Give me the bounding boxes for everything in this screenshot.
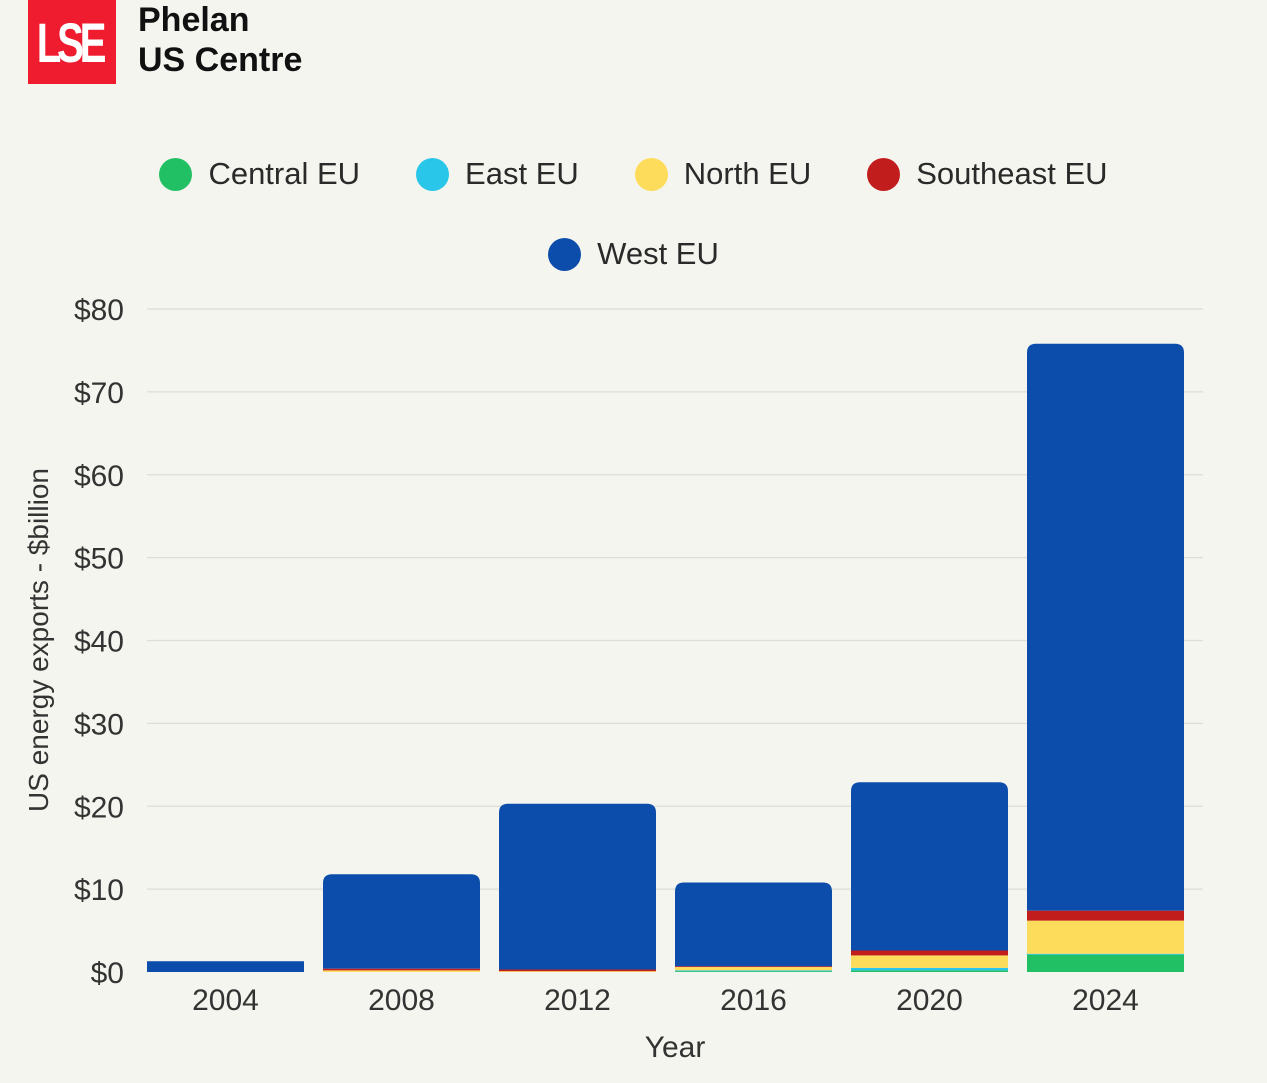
legend-swatch-west-eu <box>548 237 582 271</box>
legend-item-west-eu[interactable]: West EU <box>548 232 719 276</box>
legend-label: Southeast EU <box>916 156 1108 191</box>
x-tick-label: 2004 <box>192 984 259 1017</box>
bar-segment-central-eu-2024 <box>1027 954 1184 972</box>
legend-swatch-east-eu <box>416 157 450 191</box>
x-tick-label: 2008 <box>368 984 435 1017</box>
bar-segment-east-eu-2024 <box>1027 953 1184 955</box>
legend-item-central-eu[interactable]: Central EU <box>159 152 360 196</box>
x-tick-label: 2016 <box>720 984 787 1017</box>
legend-swatch-north-eu <box>634 157 668 191</box>
brand-line-1: Phelan <box>138 1 250 39</box>
lse-logo: LSE <box>28 0 116 84</box>
y-tick-label: $50 <box>74 543 124 576</box>
bar-segment-east-eu-2016 <box>675 970 832 972</box>
y-tick-label: $80 <box>74 294 124 327</box>
bar-segment-southeast-eu-2020 <box>851 950 1008 956</box>
x-tick-label: 2024 <box>1072 984 1139 1017</box>
legend-row-2: West EU <box>0 232 1267 276</box>
brand-line-2: US Centre <box>138 41 303 79</box>
legend-item-southeast-eu[interactable]: Southeast EU <box>867 152 1108 196</box>
bar-segment-west-eu-2020 <box>851 782 1008 951</box>
legend-item-east-eu[interactable]: East EU <box>416 152 579 196</box>
x-tick-label: 2020 <box>896 984 963 1017</box>
legend-row-1: Central EU East EU North EU Southeast EU <box>0 152 1267 196</box>
bar-segment-west-eu-2016 <box>675 882 832 967</box>
y-tick-label: $20 <box>74 791 124 824</box>
bar-segment-north-eu-2024 <box>1027 920 1184 954</box>
bar-segment-southeast-eu-2012 <box>499 969 656 972</box>
x-axis-label: Year <box>645 1031 706 1064</box>
y-tick-label: $0 <box>91 957 124 990</box>
bar-segment-central-eu-2016 <box>675 971 832 972</box>
y-tick-label: $30 <box>74 708 124 741</box>
bar-segment-central-eu-2020 <box>851 970 1008 972</box>
y-tick-label: $40 <box>74 626 124 659</box>
bar-segment-west-eu-2012 <box>499 803 656 970</box>
bar-segment-southeast-eu-2024 <box>1027 910 1184 921</box>
legend-item-north-eu[interactable]: North EU <box>634 152 812 196</box>
legend-swatch-southeast-eu <box>867 157 901 191</box>
bar-segment-north-eu-2008 <box>323 970 480 972</box>
bar-segment-north-eu-2016 <box>675 967 832 971</box>
legend-label: North EU <box>683 156 812 191</box>
y-tick-label: $60 <box>74 460 124 493</box>
bar-segment-west-eu-2004 <box>147 961 304 972</box>
bar-segment-west-eu-2024 <box>1027 343 1184 911</box>
legend-label: West EU <box>597 236 719 271</box>
lse-logo-text: LSE <box>36 10 106 74</box>
bar-segment-north-eu-2020 <box>851 955 1008 968</box>
legend-label: East EU <box>465 156 579 191</box>
brand-title: Phelan US Centre <box>138 0 302 80</box>
bar-segment-north-eu-2012 <box>499 971 656 972</box>
bar-segment-southeast-eu-2008 <box>323 968 480 971</box>
bar-segment-east-eu-2020 <box>851 967 1008 971</box>
legend-label: Central EU <box>208 156 361 191</box>
y-axis-label: US energy exports - $billion <box>23 468 54 812</box>
y-tick-label: $10 <box>74 874 124 907</box>
y-tick-label: $70 <box>74 377 124 410</box>
bar-segment-southeast-eu-2016 <box>675 966 832 968</box>
legend-swatch-central-eu <box>159 157 193 191</box>
bar-segment-west-eu-2008 <box>323 874 480 969</box>
x-tick-label: 2012 <box>544 984 611 1017</box>
